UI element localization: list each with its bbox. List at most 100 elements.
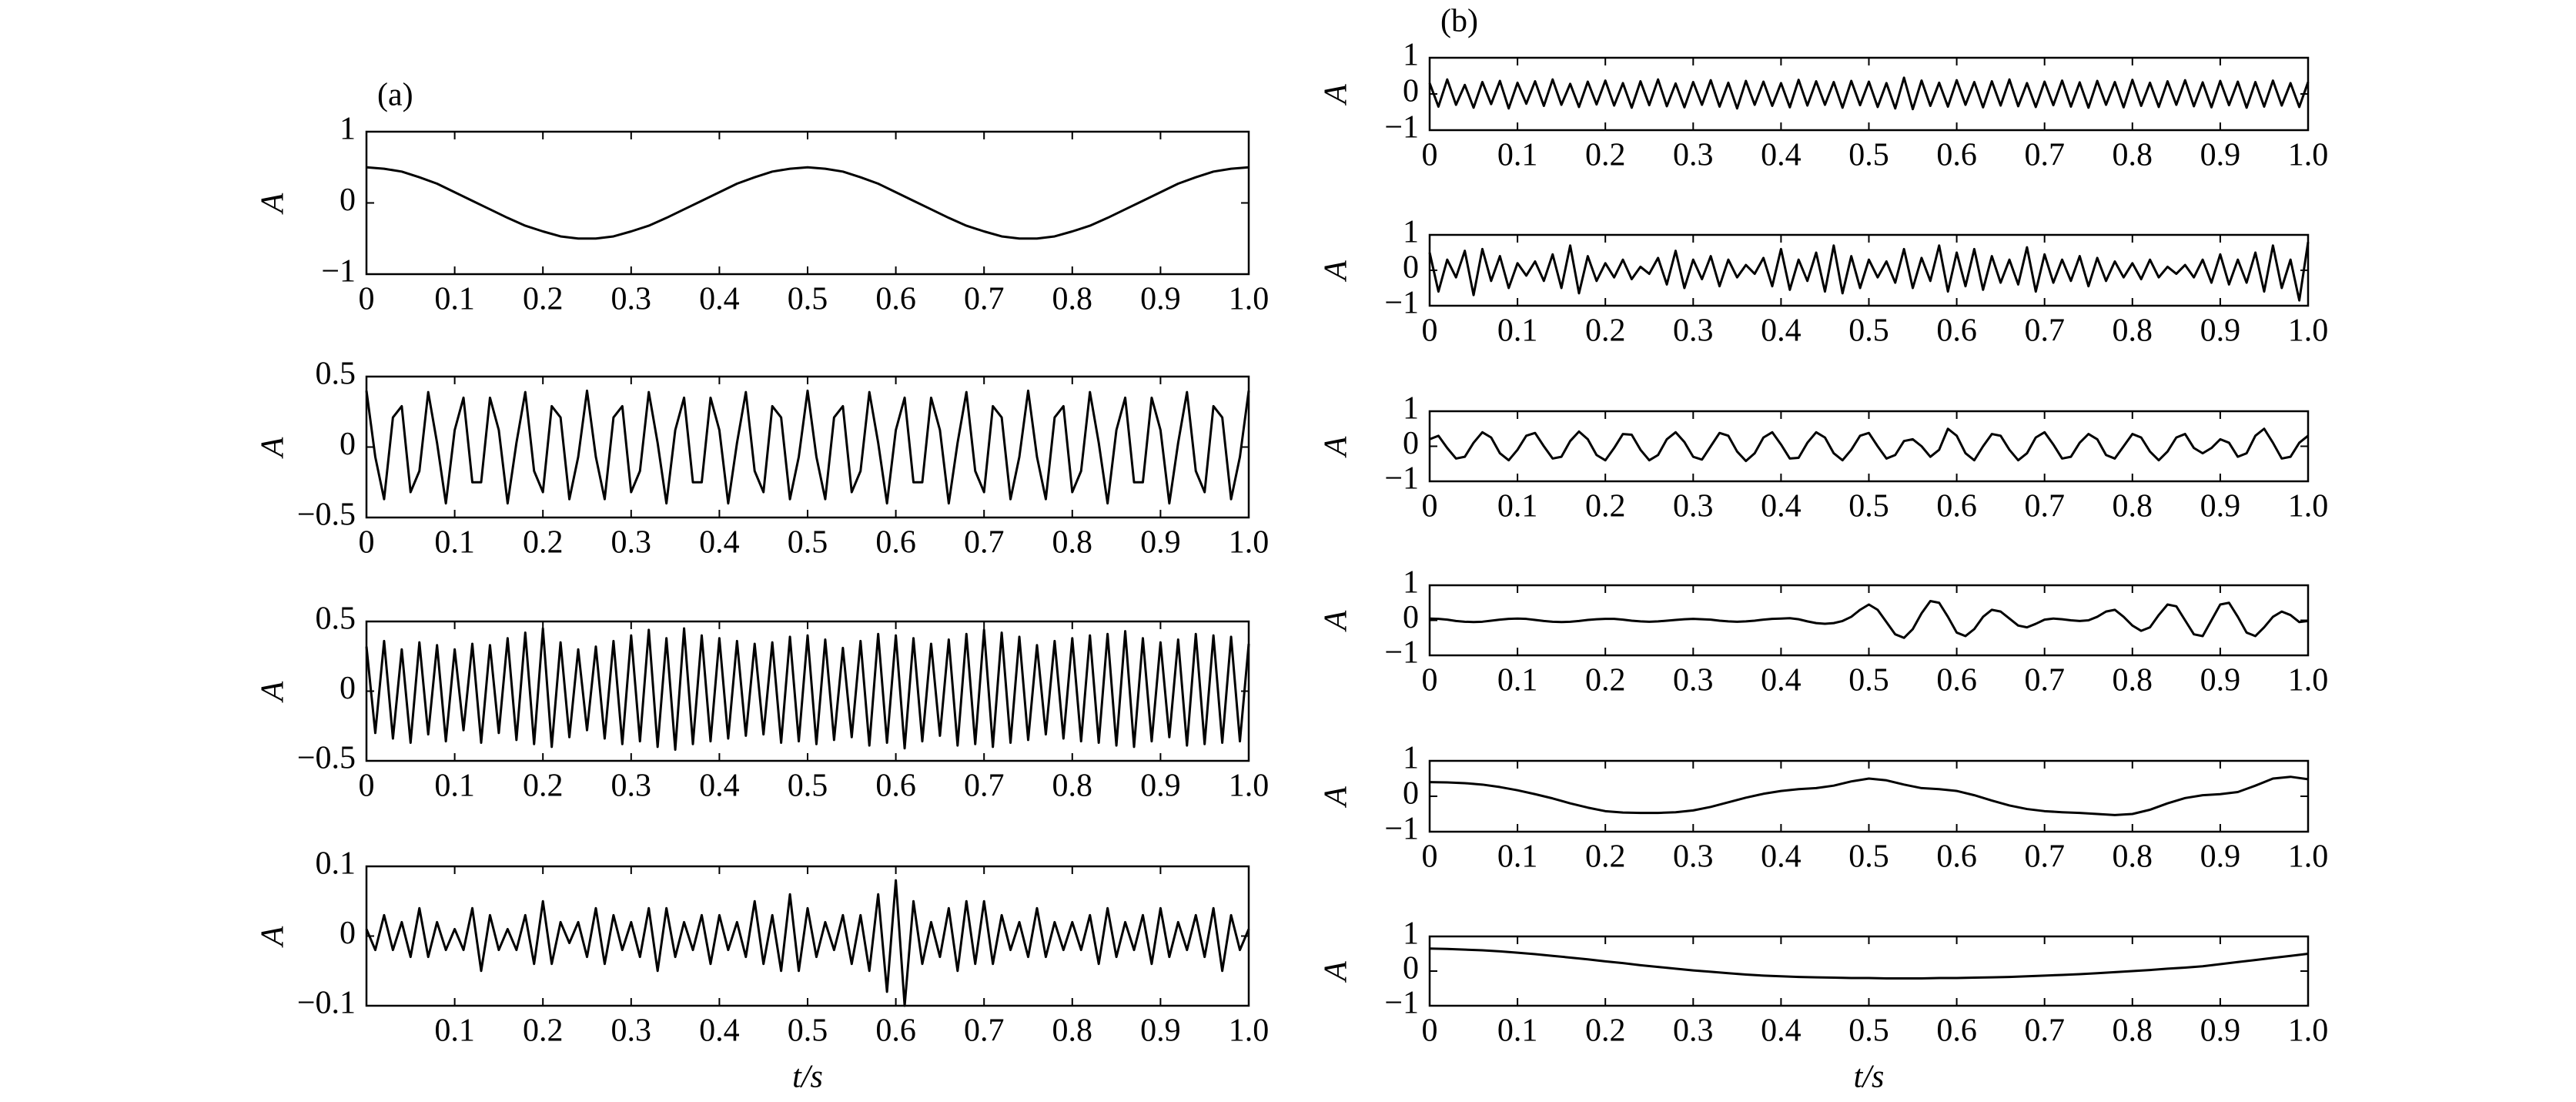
y-axis-label: A: [256, 681, 291, 703]
x-tick-label: 0.2: [1585, 663, 1626, 698]
x-tick-label: 1.0: [2288, 138, 2329, 173]
x-tick-label: 0.9: [2200, 313, 2241, 349]
x-tick-label: 0.5: [788, 1013, 828, 1049]
x-tick-label: 0.7: [2024, 1013, 2065, 1049]
x-tick-label: 0.3: [611, 1013, 652, 1049]
x-tick-label: 0.7: [2024, 489, 2065, 524]
x-tick-label: 0.8: [1052, 1013, 1093, 1049]
x-tick-label: 0.9: [1140, 282, 1181, 317]
x-tick-label: 0.5: [788, 282, 828, 317]
x-tick-label: 0: [1422, 1013, 1438, 1049]
x-tick-label: 0.3: [1673, 313, 1714, 349]
y-tick-label: 0: [1403, 776, 1419, 812]
x-tick-label: 0.5: [1848, 489, 1889, 524]
signal-line: [1429, 947, 2309, 980]
x-tick-label: 0.1: [434, 525, 475, 561]
x-tick-label: 0.6: [1936, 489, 1977, 524]
x-tick-label: 0.2: [1585, 313, 1626, 349]
x-tick-label: 0.5: [1848, 138, 1889, 173]
x-tick-label: 0.9: [2200, 663, 2241, 698]
y-tick-label: 0: [340, 427, 356, 462]
y-tick-label: 1: [1403, 741, 1419, 776]
x-tick-label: 0.5: [788, 525, 828, 561]
x-tick-label: 0.1: [1497, 489, 1538, 524]
plot-frame: [1428, 56, 2310, 132]
x-tick-label: 0.3: [1673, 1013, 1714, 1049]
y-tick-label: −0.1: [297, 986, 356, 1021]
x-tick-label: 1.0: [2288, 1013, 2329, 1049]
x-tick-label: 1.0: [1229, 1013, 1270, 1049]
x-tick-label: 0.4: [1761, 489, 1802, 524]
y-tick-label: −1: [1384, 461, 1419, 497]
x-tick-label: 0.4: [1761, 839, 1802, 875]
x-tick-label: 0.4: [1761, 313, 1802, 349]
x-tick-label: 0.1: [434, 769, 475, 804]
x-tick-label: 0.7: [2024, 663, 2065, 698]
y-tick-label: −0.5: [297, 741, 356, 776]
plot-frame: [1428, 935, 2310, 1007]
signal-line: [1428, 76, 2310, 111]
x-tick-label: 0.6: [1936, 1013, 1977, 1049]
x-tick-label: 0.5: [788, 769, 828, 804]
x-tick-label: 0.5: [1848, 1013, 1889, 1049]
x-tick-label: 0.5: [1848, 663, 1889, 698]
y-tick-label: −1: [321, 254, 356, 290]
y-tick-label: 0: [1403, 74, 1419, 109]
x-tick-label: 0.8: [2113, 489, 2153, 524]
plot-frame: [1428, 233, 2310, 307]
y-axis-label: A: [1319, 84, 1354, 106]
x-tick-label: 1.0: [1229, 525, 1270, 561]
x-tick-label: 0.7: [2024, 313, 2065, 349]
signal-line: [365, 389, 1250, 505]
x-tick-label: 0.1: [434, 1013, 475, 1049]
x-tick-label: 0.8: [2113, 663, 2153, 698]
x-tick-label: 0.6: [1936, 839, 1977, 875]
x-tick-label: 0: [1422, 138, 1438, 173]
x-tick-label: 0.2: [523, 525, 564, 561]
x-tick-label: 0.2: [1585, 138, 1626, 173]
x-tick-label: 0.1: [1497, 313, 1538, 349]
y-axis-label: A: [256, 437, 291, 459]
x-tick-label: 0.1: [1497, 663, 1538, 698]
x-tick-label: 1.0: [2288, 663, 2329, 698]
x-tick-label: 0.2: [523, 282, 564, 317]
signal-line: [1429, 427, 2309, 463]
x-tick-label: 0.7: [964, 1013, 1005, 1049]
y-tick-label: 0.1: [316, 846, 356, 882]
x-tick-label: 0.9: [1140, 525, 1181, 561]
x-tick-label: 0.9: [2200, 1013, 2241, 1049]
x-tick-label: 1.0: [2288, 489, 2329, 524]
y-tick-label: −1: [1384, 812, 1419, 847]
x-tick-label: 0: [359, 769, 375, 804]
y-tick-label: 0: [340, 671, 356, 706]
x-tick-label: 0.2: [1585, 489, 1626, 524]
x-tick-label: 0.2: [1585, 839, 1626, 875]
y-axis-label: A: [1319, 786, 1354, 809]
x-tick-label: 0: [1422, 313, 1438, 349]
x-tick-label: 0.3: [611, 282, 652, 317]
y-tick-label: 1: [1403, 391, 1419, 427]
y-tick-label: 0: [340, 183, 356, 218]
signal-line: [365, 879, 1250, 1007]
x-tick-label: 0.3: [1673, 489, 1714, 524]
x-tick-label: 0.9: [2200, 489, 2241, 524]
plot-frame: [1428, 410, 2310, 483]
x-tick-label: 0.6: [1936, 313, 1977, 349]
x-tick-label: 0.1: [1497, 1013, 1538, 1049]
y-axis-label: A: [1319, 260, 1354, 283]
x-tick-label: 0.6: [875, 1013, 916, 1049]
y-tick-label: 0.5: [316, 601, 356, 637]
x-tick-label: 0.2: [523, 769, 564, 804]
x-tick-label: 0.2: [523, 1013, 564, 1049]
x-tick-label: 0: [1422, 663, 1438, 698]
y-tick-label: 0: [1403, 250, 1419, 286]
y-tick-label: 0: [1403, 426, 1419, 461]
x-tick-label: 0.9: [1140, 1013, 1181, 1049]
y-axis-label: A: [1319, 610, 1354, 632]
y-axis-label: A: [1319, 961, 1354, 983]
x-tick-label: 0.4: [699, 769, 740, 804]
x-tick-label: 0.9: [1140, 769, 1181, 804]
signal-line: [1429, 775, 2309, 816]
x-tick-label: 0.7: [964, 282, 1005, 317]
